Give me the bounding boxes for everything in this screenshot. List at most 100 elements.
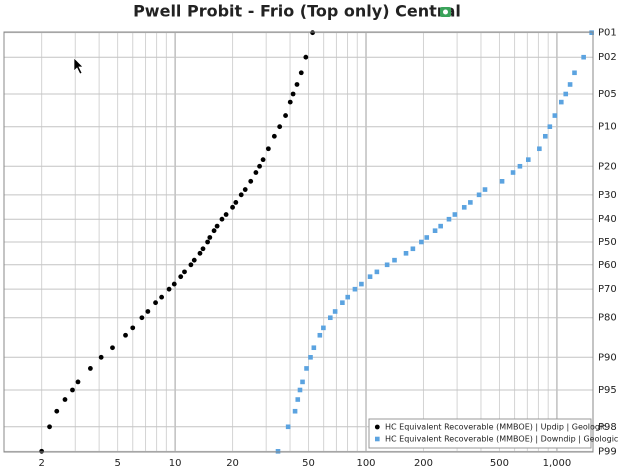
point: [384, 262, 390, 268]
point: [352, 286, 358, 292]
y-tick-label: P98: [598, 422, 617, 433]
point: [482, 187, 488, 192]
legend-label: HC Equivalent Recoverable (MMBOE) | Down…: [385, 435, 618, 444]
point: [359, 281, 364, 287]
x-tick-label: 500: [490, 458, 509, 469]
point: [468, 200, 473, 205]
x-tick-label: 10: [169, 458, 182, 469]
point: [253, 170, 259, 175]
point: [265, 146, 271, 152]
point: [188, 262, 194, 268]
x-tick-label: 2: [38, 458, 44, 469]
point: [257, 163, 262, 169]
point: [547, 124, 553, 129]
point: [214, 223, 220, 229]
point: [517, 163, 523, 169]
point: [300, 379, 305, 385]
point: [345, 294, 351, 300]
point: [211, 228, 217, 234]
point: [287, 99, 293, 105]
point: [242, 187, 248, 192]
legend-box: [368, 418, 592, 449]
point: [230, 204, 235, 210]
point: [317, 332, 323, 338]
point: [39, 448, 45, 454]
point: [461, 205, 467, 210]
point: [130, 325, 136, 331]
point: [558, 99, 564, 105]
y-tick-label: P95: [598, 385, 617, 396]
point: [367, 274, 373, 279]
point: [171, 281, 177, 287]
point: [238, 192, 244, 198]
x-tick-label: 1,000: [543, 458, 572, 469]
y-tick-label: P01: [598, 28, 617, 39]
point: [285, 424, 291, 430]
y-tick-label: P05: [598, 89, 617, 100]
point: [403, 251, 409, 256]
y-tick-label: P10: [598, 122, 617, 133]
point: [308, 355, 313, 360]
point: [70, 387, 75, 393]
camera-lens[interactable]: [443, 9, 448, 15]
point: [321, 325, 326, 331]
point: [589, 30, 594, 35]
point: [75, 379, 81, 385]
y-tick-label: P20: [598, 161, 617, 172]
mouse-cursor: [73, 57, 84, 75]
point: [327, 315, 333, 321]
point: [567, 82, 573, 87]
point: [159, 294, 165, 300]
point: [145, 309, 151, 314]
point: [298, 70, 304, 76]
point: [295, 397, 301, 402]
point: [304, 366, 309, 371]
point: [542, 133, 548, 139]
y-tick-label: P80: [598, 313, 617, 324]
y-tick-label: P50: [598, 237, 617, 248]
point: [424, 235, 430, 240]
point: [197, 250, 203, 256]
x-tick-label: 50: [302, 458, 315, 469]
point: [62, 397, 68, 402]
x-tick-label: 200: [414, 458, 433, 469]
point: [419, 239, 424, 245]
point: [581, 54, 586, 60]
point: [297, 387, 303, 393]
x-tick-label: 20: [226, 458, 239, 469]
point: [153, 300, 158, 306]
point: [275, 449, 281, 454]
point: [292, 408, 298, 414]
legend-marker: [374, 424, 380, 430]
y-tick-label: P40: [598, 214, 617, 225]
point: [499, 179, 505, 184]
y-tick-label: P70: [598, 284, 617, 295]
point: [200, 246, 206, 252]
y-tick-label: P02: [598, 52, 617, 63]
point: [410, 246, 416, 252]
legend: HC Equivalent Recoverable (MMBOE) | Updi…: [368, 418, 618, 449]
point: [123, 332, 128, 338]
point: [310, 30, 315, 36]
point: [452, 212, 458, 217]
point: [233, 200, 239, 205]
y-tick-label: P60: [598, 260, 617, 271]
point: [207, 235, 213, 240]
point: [525, 157, 531, 162]
point: [446, 216, 452, 222]
point: [54, 408, 60, 414]
point: [47, 424, 52, 430]
legend-label: HC Equivalent Recoverable (MMBOE) | Updi…: [385, 423, 607, 432]
point: [139, 315, 145, 321]
plot-frame: [3, 31, 594, 453]
point: [205, 239, 211, 245]
point: [178, 274, 184, 280]
point: [476, 192, 482, 198]
point: [392, 257, 397, 263]
x-tick-label: 5: [114, 458, 120, 469]
point: [87, 366, 93, 371]
point: [552, 113, 558, 118]
camera-icon[interactable]: [440, 7, 451, 17]
